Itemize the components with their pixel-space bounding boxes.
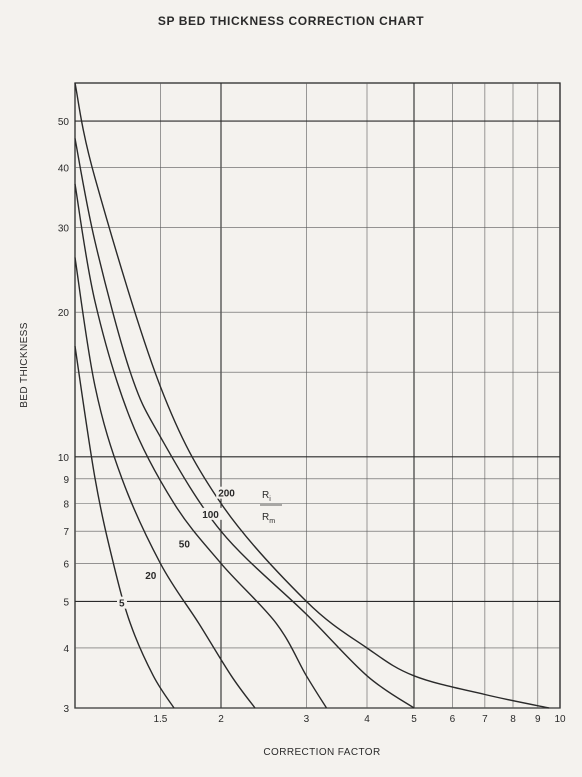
- series-label-20: 20: [145, 571, 157, 582]
- series-line-200: [74, 82, 550, 709]
- series-label-5: 5: [119, 599, 125, 610]
- y-tick-label: 8: [63, 499, 69, 510]
- x-tick-label: 10: [554, 714, 566, 725]
- y-axis-ticks: 3 4 5 6 7 8 9 10 20 30 40 50: [58, 117, 70, 715]
- series-line-5: [74, 345, 175, 709]
- x-tick-label: 2: [218, 714, 224, 725]
- chart-title: SP BED THICKNESS CORRECTION CHART: [157, 14, 425, 28]
- series-label-50: 50: [179, 540, 191, 551]
- legend-numerator: Ri: [262, 490, 271, 503]
- y-tick-label: 4: [63, 644, 69, 655]
- x-tick-label: 8: [510, 714, 516, 725]
- legend-denominator: Rm: [262, 512, 275, 525]
- plot-frame: [74, 82, 561, 709]
- y-tick-label: 5: [63, 597, 69, 608]
- series-label-bg: [143, 568, 160, 581]
- y-tick-label: 20: [58, 308, 70, 319]
- series-label-100: 100: [202, 510, 219, 521]
- y-axis-label: BED THICKNESS: [19, 322, 30, 408]
- y-tick-label: 50: [58, 117, 70, 128]
- y-tick-label: 6: [63, 559, 69, 570]
- y-tick-label: 7: [63, 527, 69, 538]
- x-tick-label: 9: [535, 714, 541, 725]
- x-tick-label: 6: [450, 714, 456, 725]
- y-tick-label: 3: [63, 704, 69, 715]
- curves: [74, 82, 550, 709]
- y-tick-label: 40: [58, 164, 70, 175]
- grid: [74, 82, 561, 709]
- y-tick-label: 30: [58, 224, 70, 235]
- x-tick-label: 5: [411, 714, 417, 725]
- x-tick-label: 1.5: [153, 714, 167, 725]
- x-tick-label: 3: [304, 714, 310, 725]
- series-labels: 5 20 50 100 200: [116, 486, 239, 610]
- series-line-100: [74, 138, 415, 709]
- series-label-bg: [216, 486, 239, 499]
- y-tick-label: 9: [63, 475, 69, 486]
- series-label-bg: [116, 596, 127, 609]
- series-label-bg: [200, 507, 223, 520]
- series-label-200: 200: [218, 489, 235, 500]
- y-tick-label: 10: [58, 453, 70, 464]
- series-line-50: [74, 183, 328, 709]
- series-line-20: [74, 257, 256, 709]
- legend-title-ratio: Ri Rm: [260, 490, 282, 525]
- series-label-bg: [176, 537, 193, 550]
- x-axis-label: CORRECTION FACTOR: [263, 747, 380, 758]
- x-axis-ticks: 1.5 2 3 4 5 6 7 8 9 10: [153, 714, 566, 725]
- x-tick-label: 4: [364, 714, 370, 725]
- x-tick-label: 7: [482, 714, 488, 725]
